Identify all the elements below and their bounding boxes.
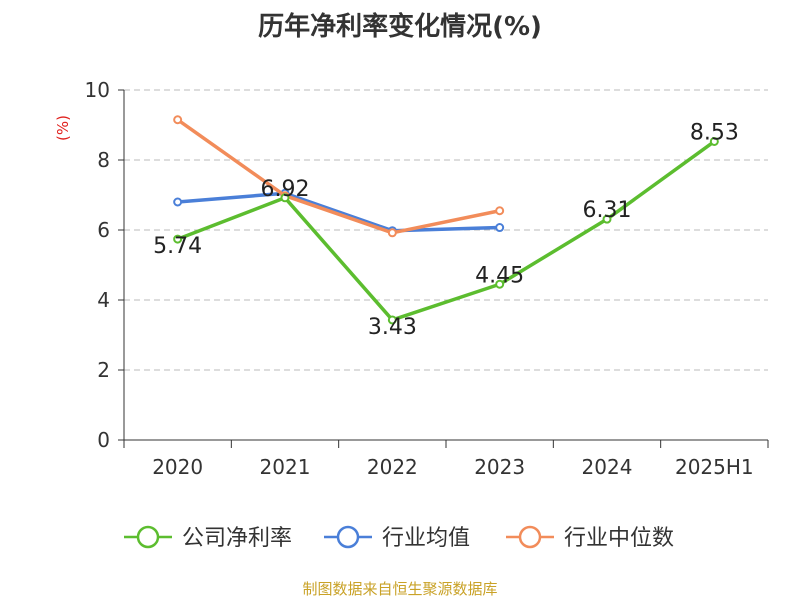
legend-marker xyxy=(518,525,542,549)
legend-label: 公司净利率 xyxy=(182,526,292,551)
data-label: 4.45 xyxy=(475,263,524,288)
data-point xyxy=(709,136,719,146)
legend-item[interactable]: 公司净利率 xyxy=(124,525,292,551)
y-tick-labels: 0 2 4 6 8 10 xyxy=(85,78,124,452)
y-tick-label: 8 xyxy=(97,148,110,172)
x-tick-label: 2020 xyxy=(152,455,203,479)
series-line xyxy=(176,118,501,235)
data-point xyxy=(602,214,612,224)
x-tick-labels: 2020 2021 2022 2023 2024 2025H1 xyxy=(123,440,769,479)
chart-title: 历年净利率变化情况(%) xyxy=(258,12,542,42)
series-2 xyxy=(173,115,505,238)
legend-marker xyxy=(136,525,160,549)
y-tick-label: 6 xyxy=(97,218,110,242)
legend-label: 行业中位数 xyxy=(564,526,674,551)
x-tick-label: 2022 xyxy=(367,455,418,479)
x-tick-label: 2025H1 xyxy=(675,455,754,479)
legend-marker xyxy=(336,525,360,549)
series-line xyxy=(177,191,500,233)
data-labels: 5.74 6.92 3.43 4.45 6.31 8.53 xyxy=(153,120,739,340)
data-point xyxy=(387,228,397,238)
data-label: 3.43 xyxy=(368,315,417,340)
series-line xyxy=(177,140,716,322)
data-label: 6.92 xyxy=(261,177,310,202)
data-source-note: 制图数据来自恒生聚源数据库 xyxy=(302,580,498,598)
data-label: 8.53 xyxy=(690,120,739,145)
data-point xyxy=(173,115,183,125)
y-tick-label: 10 xyxy=(85,78,110,102)
data-point xyxy=(495,223,505,233)
x-tick-label: 2021 xyxy=(260,455,311,479)
legend-item[interactable]: 行业中位数 xyxy=(506,525,674,551)
series-lines xyxy=(173,115,719,325)
x-tick-label: 2024 xyxy=(582,455,633,479)
x-tick-label: 2023 xyxy=(474,455,525,479)
data-point xyxy=(495,279,505,289)
data-point xyxy=(280,193,290,203)
y-axis-unit-label: (%) xyxy=(54,115,72,141)
series-1 xyxy=(173,188,505,236)
data-label: 5.74 xyxy=(153,234,202,259)
data-point xyxy=(495,206,505,216)
axes xyxy=(123,90,768,441)
data-point xyxy=(173,197,183,207)
series-0 xyxy=(173,136,719,325)
data-point xyxy=(173,234,183,244)
data-point xyxy=(387,315,397,325)
legend-label: 行业均值 xyxy=(382,526,470,551)
legend: 公司净利率 行业均值 行业中位数 xyxy=(124,525,674,551)
y-tick-label: 2 xyxy=(97,358,110,382)
y-tick-label: 0 xyxy=(97,428,110,452)
data-label: 6.31 xyxy=(583,198,632,223)
y-tick-label: 4 xyxy=(97,288,110,312)
legend-item[interactable]: 行业均值 xyxy=(324,525,470,551)
